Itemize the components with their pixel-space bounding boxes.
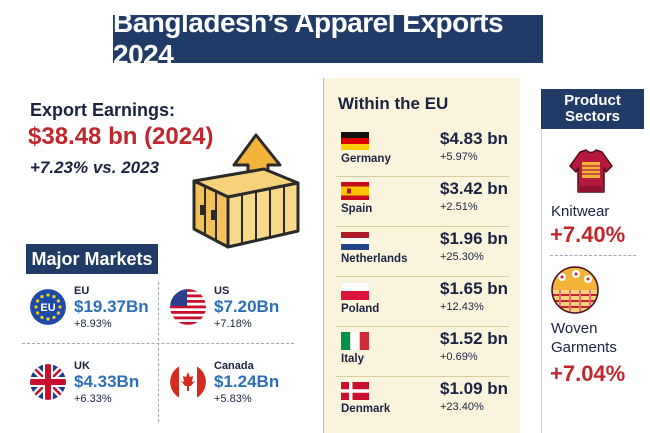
row-divider [336, 326, 509, 327]
country-value: $3.42 bn [440, 179, 509, 198]
country-change: +0.69% [440, 351, 478, 363]
market-us: US $7.20Bn +7.18% [170, 285, 310, 333]
spain-flag-icon [341, 182, 369, 200]
row-divider [336, 226, 509, 227]
country-value: $1.52 bn [440, 329, 509, 348]
italy-flag-icon [341, 332, 369, 350]
market-value: $1.24Bn [214, 372, 280, 391]
market-uk: UK $4.33Bn +6.33% [30, 360, 170, 408]
country-name: Spain [341, 203, 373, 215]
country-name: Netherlands [341, 253, 408, 265]
export-earnings-change: +7.23% vs. 2023 [30, 158, 160, 177]
market-value: $7.20Bn [214, 297, 280, 316]
eu-flag-label: EU [40, 302, 55, 314]
country-value: $4.83 bn [440, 129, 509, 148]
eu-country-row: Germany $4.83 bn +5.97% [324, 129, 521, 179]
germany-flag-icon [341, 132, 369, 150]
eu-country-row: Denmark $1.09 bn +23.40% [324, 379, 521, 429]
product-sectors-title-text: Product Sectors [564, 92, 621, 125]
country-name: Poland [341, 303, 380, 315]
market-change: +7.18% [214, 318, 252, 330]
country-name: Denmark [341, 403, 391, 415]
woven-fabric-icon [551, 266, 599, 314]
knitwear-label: Knitwear [551, 203, 610, 220]
product-sectors-panel [541, 129, 644, 433]
market-eu: EU EU $19.37Bn +8.93% [30, 285, 170, 333]
uk-flag-icon [30, 364, 66, 400]
market-canada: Canada $1.24Bn +5.83% [170, 360, 310, 408]
export-earnings-label: Export Earnings: [30, 100, 176, 120]
country-name: Italy [341, 353, 365, 365]
country-value: $1.09 bn [440, 379, 509, 398]
country-value: $1.96 bn [440, 229, 509, 248]
eu-flag-icon: EU [30, 289, 66, 325]
export-earnings-value: $38.48 bn (2024) [28, 123, 214, 150]
country-name: Germany [341, 153, 391, 165]
within-eu-panel: Within the EU Germany $4.83 bn +5.97% Sp… [323, 78, 520, 433]
netherlands-flag-icon [341, 232, 369, 250]
eu-country-row: Italy $1.52 bn +0.69% [324, 329, 521, 379]
eu-country-row: Spain $3.42 bn +2.51% [324, 179, 521, 229]
woven-garments-label-line1: Woven [551, 320, 598, 337]
market-name: US [214, 285, 230, 297]
canada-flag-icon [170, 364, 206, 400]
country-value: $1.65 bn [440, 279, 509, 298]
us-flag-icon [170, 289, 206, 325]
country-change: +12.43% [440, 301, 484, 313]
knitwear-sweater-icon [569, 149, 613, 193]
shipping-container-icon [192, 133, 300, 249]
row-divider [336, 276, 509, 277]
denmark-flag-icon [341, 382, 369, 400]
woven-garments-change: +7.04% [550, 361, 626, 386]
market-name: UK [74, 360, 90, 372]
row-divider [336, 176, 509, 177]
within-eu-title: Within the EU [338, 94, 449, 113]
country-change: +5.97% [440, 151, 478, 163]
markets-divider-vertical [158, 282, 159, 422]
eu-country-row: Netherlands $1.96 bn +25.30% [324, 229, 521, 279]
product-sectors-title: Product Sectors [541, 89, 644, 129]
major-markets-title: Major Markets [26, 244, 158, 274]
eu-country-row: Poland $1.65 bn +12.43% [324, 279, 521, 329]
sectors-divider [550, 255, 636, 256]
knitwear-change: +7.40% [550, 222, 626, 247]
market-change: +6.33% [74, 393, 112, 405]
market-change: +8.93% [74, 318, 112, 330]
country-change: +2.51% [440, 201, 478, 213]
poland-flag-icon [341, 282, 369, 300]
page-title: Bangladesh’s Apparel Exports 2024 [113, 7, 543, 70]
market-name: Canada [214, 360, 254, 372]
market-name: EU [74, 285, 90, 297]
market-value: $4.33Bn [74, 372, 140, 391]
country-change: +23.40% [440, 401, 484, 413]
country-change: +25.30% [440, 251, 484, 263]
market-change: +5.83% [214, 393, 252, 405]
woven-garments-label-line2: Garments [551, 339, 617, 356]
row-divider [336, 376, 509, 377]
market-value: $19.37Bn [74, 297, 149, 316]
